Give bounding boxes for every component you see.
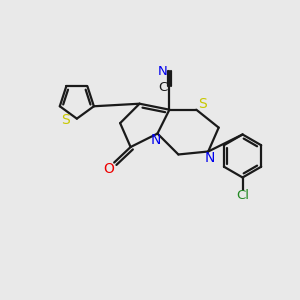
Text: Cl: Cl — [236, 189, 249, 202]
Text: O: O — [103, 161, 114, 176]
Text: N: N — [158, 65, 167, 78]
Text: S: S — [61, 113, 70, 127]
Text: S: S — [198, 97, 207, 111]
Text: N: N — [151, 133, 161, 147]
Text: C: C — [158, 81, 167, 94]
Text: N: N — [205, 151, 215, 165]
